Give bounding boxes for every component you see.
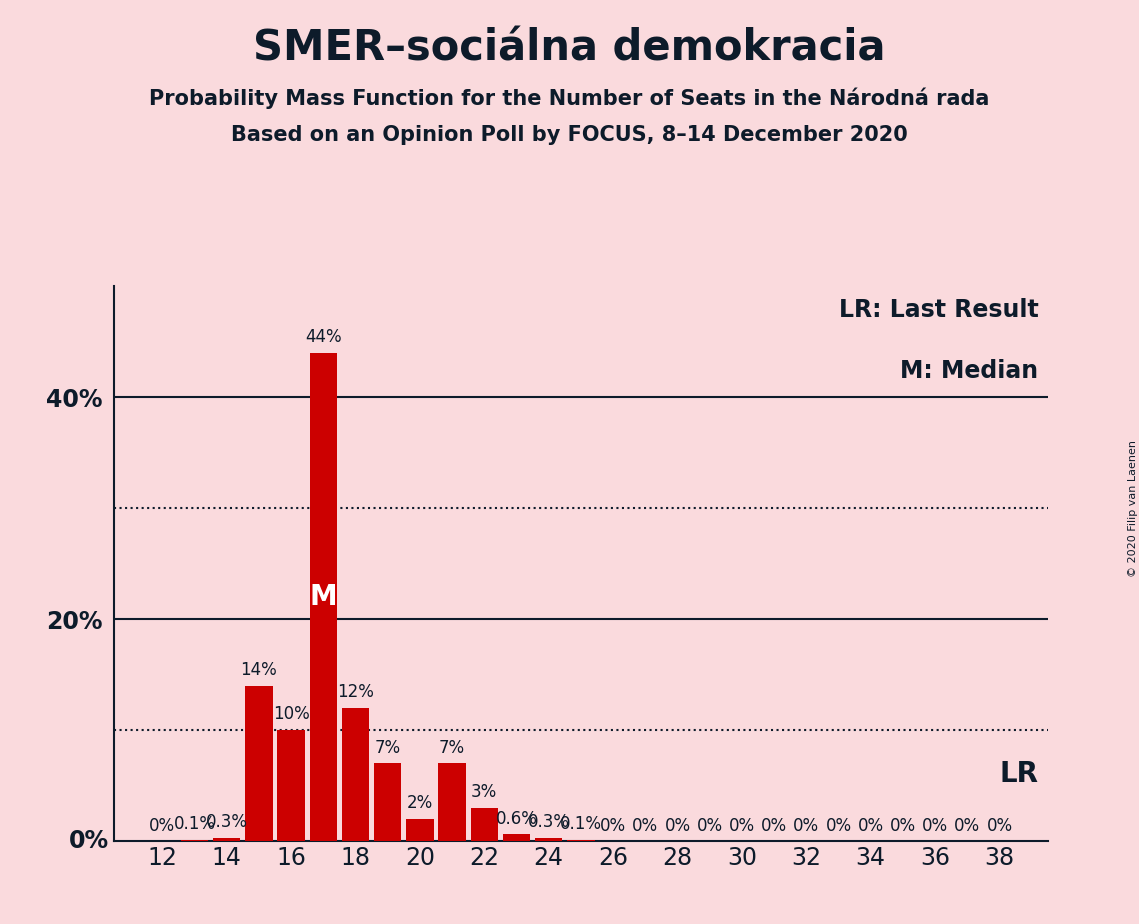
Text: 0%: 0% [986, 818, 1013, 835]
Text: 0%: 0% [826, 818, 852, 835]
Text: 2%: 2% [407, 794, 433, 812]
Text: 0.3%: 0.3% [206, 813, 247, 831]
Text: 0.3%: 0.3% [527, 813, 570, 831]
Bar [181, 840, 208, 841]
Text: 10%: 10% [272, 705, 310, 723]
Text: 0%: 0% [954, 818, 981, 835]
Bar [278, 730, 305, 841]
Text: 7%: 7% [375, 738, 401, 757]
Bar [535, 837, 563, 841]
Text: LR: Last Result: LR: Last Result [838, 298, 1039, 322]
Text: M: Median: M: Median [901, 359, 1039, 383]
Text: 0%: 0% [761, 818, 787, 835]
Text: 0.1%: 0.1% [560, 815, 601, 833]
Text: M: M [310, 583, 337, 611]
Text: 0%: 0% [890, 818, 916, 835]
Text: 0%: 0% [632, 818, 658, 835]
Bar [567, 840, 595, 841]
Text: 0.6%: 0.6% [495, 809, 538, 828]
Text: 0%: 0% [923, 818, 949, 835]
Bar [310, 353, 337, 841]
Text: 0%: 0% [664, 818, 690, 835]
Bar [502, 834, 530, 841]
Text: SMER–sociálna demokracia: SMER–sociálna demokracia [253, 28, 886, 69]
Bar [439, 763, 466, 841]
Bar [245, 686, 272, 841]
Text: 7%: 7% [439, 738, 465, 757]
Text: Probability Mass Function for the Number of Seats in the Národná rada: Probability Mass Function for the Number… [149, 88, 990, 109]
Text: 12%: 12% [337, 683, 374, 701]
Text: 3%: 3% [472, 783, 498, 801]
Text: 0%: 0% [697, 818, 723, 835]
Text: 0%: 0% [600, 818, 626, 835]
Text: © 2020 Filip van Laenen: © 2020 Filip van Laenen [1129, 440, 1138, 577]
Text: Based on an Opinion Poll by FOCUS, 8–14 December 2020: Based on an Opinion Poll by FOCUS, 8–14 … [231, 125, 908, 145]
Text: 0%: 0% [729, 818, 755, 835]
Text: 0%: 0% [149, 818, 175, 835]
Text: 0%: 0% [69, 829, 109, 853]
Text: 0%: 0% [793, 818, 819, 835]
Bar [374, 763, 401, 841]
Text: 44%: 44% [305, 328, 342, 346]
Text: LR: LR [1000, 760, 1039, 788]
Bar [407, 819, 434, 841]
Bar [213, 837, 240, 841]
Text: 14%: 14% [240, 661, 277, 679]
Text: 0.1%: 0.1% [173, 815, 215, 833]
Bar [470, 808, 498, 841]
Bar [342, 708, 369, 841]
Text: 0%: 0% [858, 818, 884, 835]
